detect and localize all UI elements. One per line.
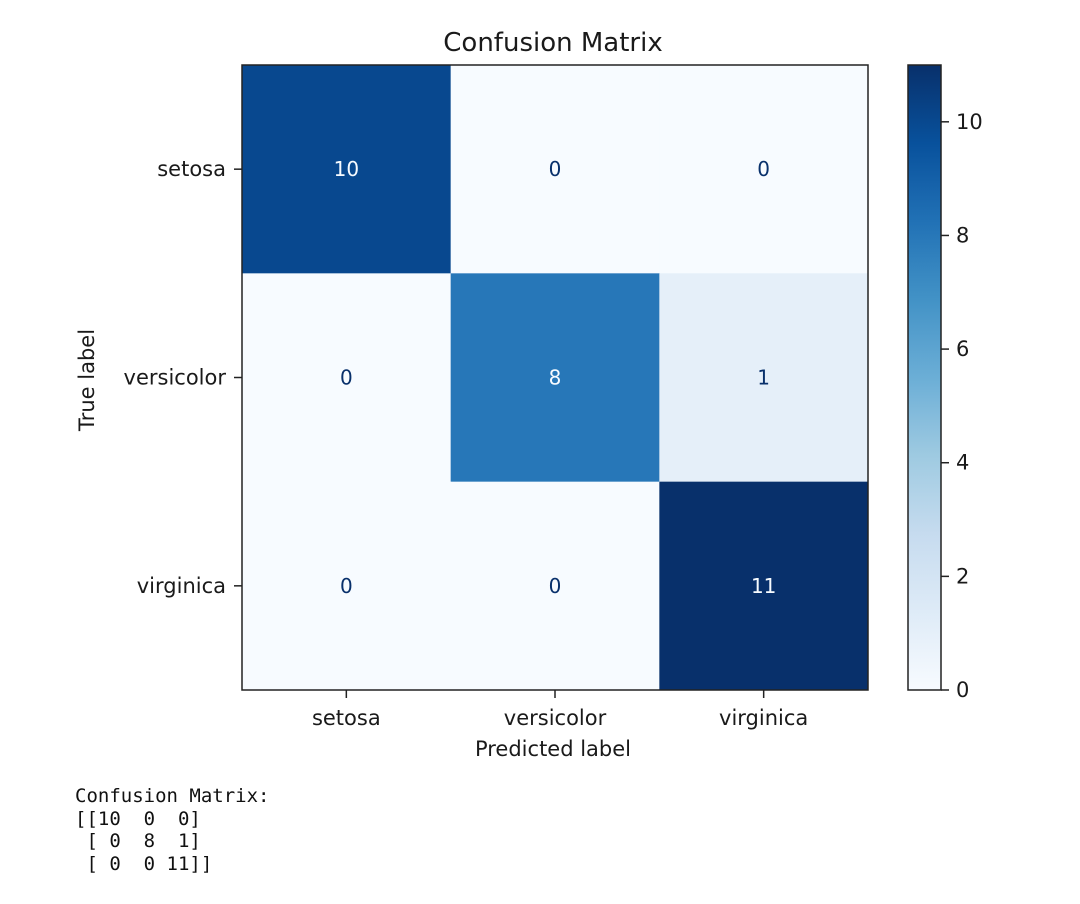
colorbar-tick-label: 8 — [956, 223, 969, 247]
y-tick-label: versicolor — [124, 366, 227, 390]
x-tick-label: versicolor — [504, 706, 607, 730]
cell-value-labels: 10 0 00 8 10 0 11 — [334, 157, 777, 598]
chart-title: Confusion Matrix — [443, 28, 662, 58]
cell-value-label: 0 — [757, 157, 770, 181]
x-tick-label: virginica — [719, 706, 808, 730]
heatmap-cell — [450, 273, 660, 483]
colorbar-tick-label: 2 — [956, 564, 969, 588]
heatmap-cell — [242, 65, 452, 274]
heatmap-cells — [242, 65, 869, 691]
cell-value-label: 11 — [751, 574, 776, 598]
console-line: [[10 0 0] — [75, 807, 201, 830]
heatmap-cell — [242, 273, 452, 483]
cell-value-label: 0 — [549, 574, 562, 598]
heatmap-cell — [659, 273, 869, 483]
y-axis-label: True label — [75, 329, 99, 432]
cell-value-label: 0 — [340, 366, 353, 390]
cell-value-label: 10 — [334, 157, 359, 181]
console-heading: Confusion Matrix: — [75, 785, 270, 807]
heatmap-cell — [659, 481, 869, 691]
console-line: [ 0 0 11]] — [75, 852, 213, 875]
console-line: [ 0 8 1] — [75, 830, 201, 852]
colorbar-tick-label: 4 — [956, 451, 969, 475]
y-tick-label: virginica — [137, 574, 226, 598]
heatmap-cell — [450, 481, 660, 691]
y-tick-label: setosa — [157, 157, 226, 181]
colorbar — [907, 64, 942, 691]
colorbar-tick-label: 6 — [956, 337, 969, 361]
colorbar-tick-label: 10 — [956, 110, 983, 134]
x-axis-ticks: setosa versicolor virginica — [312, 690, 808, 730]
cell-value-label: 8 — [549, 366, 562, 390]
cell-value-label: 0 — [549, 157, 562, 181]
x-tick-label: setosa — [312, 706, 381, 730]
heatmap-cell — [450, 65, 660, 274]
cell-value-label: 1 — [757, 366, 770, 390]
heatmap-cell — [242, 481, 452, 691]
y-axis-ticks: setosa versicolor virginica — [124, 157, 242, 598]
heatmap-cell — [659, 65, 869, 274]
cell-value-label: 0 — [340, 574, 353, 598]
console-output: Confusion Matrix: [[10 0 0] [ 0 8 1] [ 0… — [75, 785, 269, 875]
x-axis-label: Predicted label — [475, 737, 631, 761]
colorbar-ticks: 0 2 4 6 8 10 — [941, 110, 983, 702]
colorbar-tick-label: 0 — [956, 678, 969, 702]
